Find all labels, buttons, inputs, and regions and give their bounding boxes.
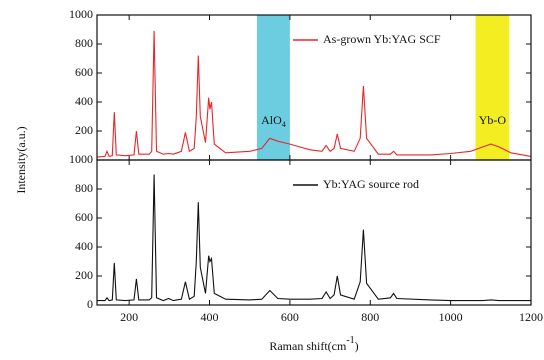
x-tick-label: 800 (361, 310, 379, 324)
band (475, 15, 510, 160)
x-tick-label: 1200 (519, 310, 543, 324)
plot-frame (96, 14, 532, 161)
series-line (96, 30, 532, 158)
annotation: Yb-O (479, 113, 507, 127)
y-tick-label: 200 (75, 268, 93, 282)
y-tick-label: 400 (75, 239, 93, 253)
annotation: AlO4 (261, 113, 286, 129)
x-axis-label-sup: -1 (346, 335, 354, 346)
legend-label: Yb:YAG source rod (323, 177, 419, 191)
y-tick-label: 400 (75, 94, 93, 108)
series-line (97, 174, 531, 302)
x-axis-label: Raman shift(cm-1) (269, 335, 358, 352)
x-tick-label: 1000 (439, 310, 463, 324)
plot-frame (96, 159, 532, 306)
x-axis-label-main: Raman shift(cm (269, 339, 347, 353)
x-tick-label: 200 (120, 310, 138, 324)
y-tick-label: 1000 (69, 7, 93, 21)
x-tick-label: 400 (201, 310, 219, 324)
y-tick-label: 800 (75, 36, 93, 50)
x-axis-label-end: ) (355, 339, 359, 353)
y-tick-label: 600 (75, 210, 93, 224)
annotation-text: AlO (261, 113, 282, 127)
y-tick-label: 600 (75, 65, 93, 79)
band (256, 15, 290, 160)
legend-label: As-grown Yb:YAG SCF (323, 32, 441, 46)
y-tick-label: 800 (75, 181, 93, 195)
y-tick-label: 0 (87, 297, 93, 311)
y-tick-label: 1000 (69, 152, 93, 166)
x-tick-label: 600 (281, 310, 299, 324)
y-tick-label: 200 (75, 123, 93, 137)
y-axis-label: Intensity(a.u.) (14, 126, 28, 193)
annotation-text: Yb-O (479, 113, 507, 127)
annotation-sub: 4 (282, 120, 286, 129)
